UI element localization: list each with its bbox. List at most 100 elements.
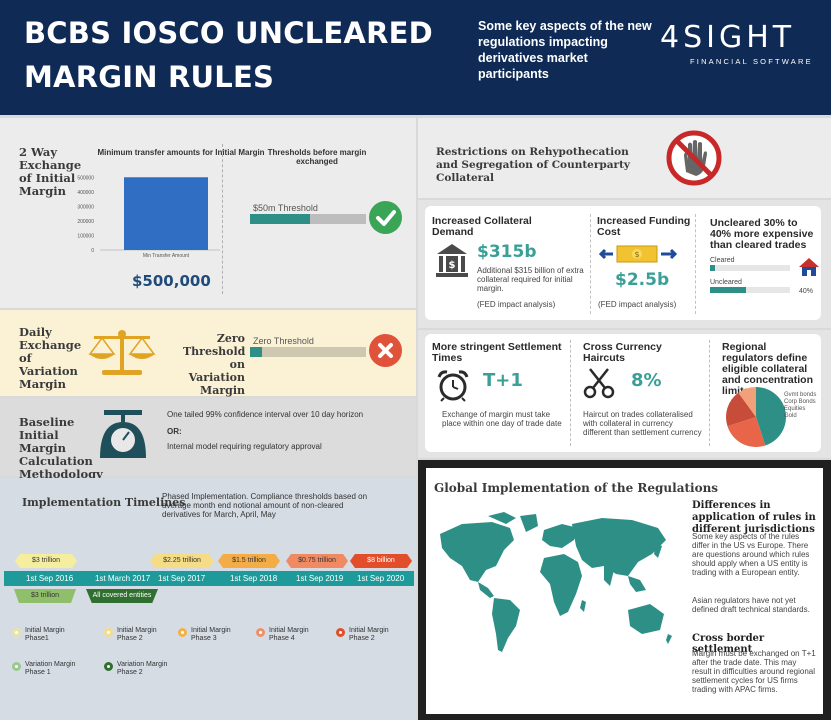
divider xyxy=(222,144,223,294)
collateral-text: Additional $315 billion of extra collate… xyxy=(477,266,584,293)
cross-icon xyxy=(369,334,402,367)
funding-value: $2.5b xyxy=(615,270,670,290)
scissors-icon xyxy=(583,368,615,399)
baseline-line1: One tailed 99% confidence interval over … xyxy=(167,410,364,419)
timeline-tag-3: $1.5 trillion xyxy=(218,554,280,568)
pie-slice xyxy=(738,387,756,417)
funding-note: (FED impact analysis) xyxy=(598,300,677,309)
stop-hand-icon xyxy=(666,130,722,186)
threshold-bar-fill xyxy=(250,214,311,224)
pie-slice xyxy=(727,417,766,447)
two-way-label: 2 Way Exchange of Initial Margin xyxy=(19,145,82,198)
funding-title: Increased Funding Cost xyxy=(597,215,691,238)
rehyp-title: Restrictions on Rehypothecation and Segr… xyxy=(436,146,631,184)
timeline-description: Phased Implementation. Compliance thresh… xyxy=(162,492,368,519)
cleared-label: Cleared xyxy=(710,257,735,264)
pie-legend-item: Equities xyxy=(784,406,806,412)
legend-item-im1: Initial Margin Phase1 xyxy=(12,627,75,643)
two-way-panel: 2 Way Exchange of Initial Margin Minimum… xyxy=(0,118,416,308)
uncleared-label: Uncleared xyxy=(710,279,742,286)
divider xyxy=(709,340,710,446)
legend-item-vm2: Variation Margin Phase 2 xyxy=(104,661,177,677)
zero-threshold-label: Zero Threshold on Variation Margin xyxy=(183,332,246,397)
timeline-panel: Implementation Timelines Phased Implemen… xyxy=(0,478,416,720)
y-tick-label: 300000 xyxy=(77,204,94,210)
regional-title: Regional regulators define eligible coll… xyxy=(722,341,814,397)
rules-card-group: More stringent Settlement Times T+1 Exch… xyxy=(425,334,821,452)
logo-text: 4SIGHT xyxy=(660,20,796,55)
cross-border-text: Margin must be exchanged on T+1 after th… xyxy=(692,649,816,694)
svg-text:$: $ xyxy=(634,250,639,259)
haircuts-value: 8% xyxy=(631,370,662,391)
cross-border-heading: Cross border settlement xyxy=(692,633,765,655)
bank-icon: $ xyxy=(436,244,468,277)
pie-slice xyxy=(726,392,756,427)
y-tick-label: 0 xyxy=(91,248,94,254)
y-tick-label: 500000 xyxy=(77,175,94,181)
global-title: Global Implementation of the Regulations xyxy=(434,481,719,495)
rehypothecation-panel: Restrictions on Rehypothecation and Segr… xyxy=(418,118,831,198)
timeline-bottom-tag-2: All covered entities xyxy=(86,589,158,603)
header-banner: BCBS IOSCO UNCLEARED MARGIN RULES Some k… xyxy=(0,0,831,115)
scales-icon xyxy=(88,330,156,375)
timeline-date-1: 1st Sep 2016 xyxy=(26,574,74,583)
divider xyxy=(695,214,696,314)
timeline-date-6: 1st Sep 2020 xyxy=(357,574,405,583)
global-card: Global Implementation of the Regulations xyxy=(426,468,823,714)
thresholds-title: Thresholds before margin exchanged xyxy=(267,148,367,166)
timeline-tag-1: $3 trillion xyxy=(15,554,77,568)
daily-label: Daily Exchange of Variation Margin xyxy=(19,325,82,391)
money-exchange-icon: $ xyxy=(598,245,678,263)
page-title-line1: BCBS IOSCO UNCLEARED xyxy=(24,16,433,50)
cards-row-2: More stringent Settlement Times T+1 Exch… xyxy=(418,330,831,458)
baseline-panel: Baseline Initial Margin Calculation Meth… xyxy=(0,398,416,481)
pie-legend: Gvmt bonds Corp Bonds Equities Gold xyxy=(784,392,816,420)
collateral-pie-chart xyxy=(726,387,786,447)
asian-regulators-text: Asian regulators have not yet defined dr… xyxy=(692,596,810,614)
settlement-text: Exchange of margin must take place withi… xyxy=(442,410,562,428)
timeline-title: Implementation Timelines xyxy=(22,496,186,509)
svg-text:$: $ xyxy=(449,260,456,271)
timeline-date-5: 1st Sep 2019 xyxy=(296,574,344,583)
baseline-or: OR: xyxy=(167,427,182,436)
legend-item-vm1: Variation Margin Phase 1 xyxy=(12,661,85,677)
daily-panel: Daily Exchange of Variation Margin Zero … xyxy=(0,310,416,397)
zero-threshold-bar-label: Zero Threshold xyxy=(253,336,314,346)
global-panel: Global Implementation of the Regulations xyxy=(418,460,831,720)
y-tick-label: 200000 xyxy=(77,219,94,225)
timeline-tag-5: $8 billion xyxy=(350,554,412,568)
min-transfer-amount: $500,000 xyxy=(132,272,211,290)
haircuts-text: Haircut on trades collateralised with co… xyxy=(583,410,702,437)
chart-title: Minimum transfer amounts for Initial Mar… xyxy=(97,148,265,157)
initial-margin-chart: 500000 400000 300000 200000 100000 0 Min Trans… xyxy=(77,175,220,259)
haircuts-title: Cross Currency Haircuts xyxy=(583,341,662,364)
timeline-bar xyxy=(4,571,414,586)
zero-threshold-bar-track xyxy=(250,347,366,357)
y-tick-label: 400000 xyxy=(77,190,94,196)
weighing-scale-icon xyxy=(100,410,146,458)
collateral-value: $315b xyxy=(477,242,537,262)
cost-card-group: Increased Collateral Demand $ $315b Addi… xyxy=(425,206,821,320)
cleared-bar xyxy=(710,265,790,271)
pie-legend-item: Corp Bonds xyxy=(784,399,816,405)
page-subtitle: Some key aspects of the new regulations … xyxy=(478,19,652,81)
y-tick-label: 100000 xyxy=(77,233,94,239)
zero-threshold-bar-fill xyxy=(250,347,262,357)
pie-slice xyxy=(756,387,786,446)
cards-row-1: Increased Collateral Demand $ $315b Addi… xyxy=(418,200,831,328)
threshold-bar-track xyxy=(250,214,366,224)
timeline-date-2: 1st March 2017 xyxy=(95,574,151,583)
page-title-line2: MARGIN RULES xyxy=(24,60,275,94)
threshold-label: $50m Threshold xyxy=(253,203,318,213)
timeline-tag-2: $2.25 trillion xyxy=(150,554,214,568)
legend-item-im5: Initial Margin Phase 2 xyxy=(336,627,399,643)
legend-item-im3: Initial Margin Phase 3 xyxy=(178,627,241,643)
baseline-label: Baseline Initial Margin Calculation Meth… xyxy=(19,415,103,481)
differences-text: Some key aspects of the rules differ in … xyxy=(692,532,810,577)
collateral-note: (FED impact analysis) xyxy=(477,300,556,309)
legend-item-im2: Initial Margin Phase 2 xyxy=(104,627,167,643)
alarm-clock-icon xyxy=(437,370,469,402)
uncleared-title: Uncleared 30% to 40% more expensive than… xyxy=(710,217,814,251)
uncleared-bar xyxy=(710,287,790,293)
uncleared-pct: 40% xyxy=(799,288,814,295)
